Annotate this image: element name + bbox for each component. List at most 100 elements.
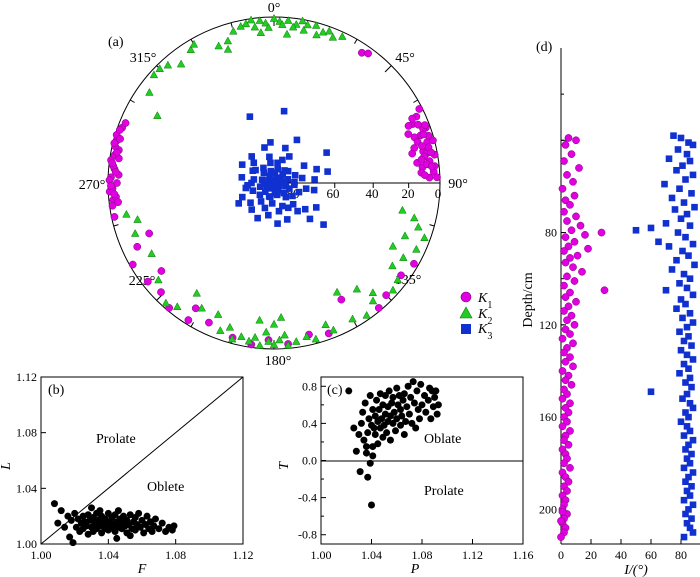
- stereonet-point-k3: [267, 159, 274, 167]
- stereonet-point-k1: [157, 267, 166, 275]
- panel-d-point-square: [682, 409, 689, 416]
- panel-d-point-square: [683, 210, 691, 218]
- panel-d-point-square: [679, 314, 686, 322]
- stereonet-point-k1: [410, 259, 418, 268]
- stereonet-point-k3: [282, 182, 290, 190]
- panel-c-point: [399, 396, 407, 404]
- panel-c-point: [404, 382, 412, 390]
- panel-b-point: [151, 515, 159, 523]
- panel-c-point: [415, 415, 423, 423]
- panel-d-point-square: [673, 256, 680, 264]
- panel-c-point: [362, 449, 370, 457]
- stereonet-point-k3: [286, 153, 293, 160]
- stereonet-point-k2: [368, 296, 378, 305]
- stereonet-point-k2: [414, 222, 423, 231]
- panel-d-point-square: [670, 132, 677, 139]
- panel-d-ytick-label: 120: [539, 318, 557, 332]
- panel-d-point-square: [686, 459, 694, 467]
- panel-b-ylabel: L: [0, 462, 14, 471]
- panel-d-point-circle: [600, 286, 609, 295]
- stereonet-point-k3: [238, 174, 246, 181]
- stereonet-point-k2: [223, 36, 233, 45]
- panel-b-point: [61, 523, 69, 531]
- stereonet-point-k3: [300, 162, 308, 169]
- legend-k1-label: K1: [477, 291, 492, 311]
- panel-d-point-square: [686, 399, 694, 407]
- panel-c-xlabel: P: [410, 562, 420, 577]
- stereonet-point-k3: [274, 189, 281, 196]
- panel-d-point-circle: [557, 533, 565, 541]
- panel-c-point: [383, 429, 391, 437]
- panel-d-point-circle: [569, 339, 577, 348]
- stereonet-point-k2: [399, 253, 408, 261]
- stereonet-point-k2: [303, 20, 312, 29]
- stereonet-point-k1: [110, 213, 119, 221]
- stereonet-point-k3: [291, 178, 298, 186]
- panel-c-point: [397, 405, 405, 413]
- panel-c-point: [361, 399, 369, 407]
- rim-tick: [429, 224, 435, 227]
- panel-c-point: [350, 424, 358, 432]
- panel-c-point: [388, 399, 396, 407]
- panel-d-point-square: [688, 450, 695, 458]
- panel-d-point-square: [685, 441, 692, 449]
- stereonet-point-k2: [410, 213, 419, 222]
- panel-d-point-circle: [558, 507, 567, 516]
- stereonet-point-k3: [268, 200, 276, 207]
- panel-c-point: [359, 408, 367, 416]
- stereonet-point-k3: [262, 188, 269, 195]
- panel-c-point: [393, 384, 401, 392]
- panel-d-point-circle: [561, 376, 570, 385]
- panel-d-point-square: [685, 413, 692, 421]
- panel-c-point: [379, 433, 387, 441]
- panel-a-stereonet: (a) 0° 45° 90° 135° 180° 225° 270° 315° …: [79, 1, 468, 369]
- stereonet-point-k2: [145, 87, 154, 96]
- stereonet-point-k2: [225, 322, 235, 331]
- panel-c-point: [386, 436, 394, 444]
- panel-d-point-square: [679, 162, 686, 169]
- stereonet-point-k3: [275, 207, 283, 215]
- stereonet-point-k1: [107, 181, 115, 190]
- panel-d-depth-profile: 0 20 40 60 80 80 120 160 200 (d) I/(°) Depth/cm: [521, 40, 700, 577]
- stereonet-point-k2: [250, 22, 260, 31]
- stereonet-point-k2: [250, 332, 260, 341]
- panel-c-point: [378, 415, 386, 423]
- stereonet-point-k1: [427, 162, 436, 171]
- panel-d-point-circle: [558, 334, 567, 343]
- stereonet-point-k2: [269, 319, 279, 328]
- stereonet-point-k3: [254, 214, 261, 222]
- panel-c-point: [408, 419, 416, 427]
- panel-d-point-square: [680, 432, 688, 439]
- panel-d-points: [557, 132, 698, 541]
- panel-b-point: [54, 519, 62, 527]
- panel-b-point: [50, 500, 58, 508]
- stereonet-point-k2: [122, 209, 131, 218]
- panel-d-point-square: [688, 515, 695, 522]
- panel-d-point-square: [689, 356, 697, 363]
- panel-c-point: [385, 387, 393, 395]
- panel-d-point-square: [661, 180, 668, 188]
- panel-d-point-square: [674, 229, 682, 236]
- stereonet-point-k3: [320, 221, 327, 228]
- stereonet-point-k2: [332, 287, 342, 296]
- stereonet-point-k3: [266, 153, 273, 161]
- stereonet-point-k2: [312, 30, 321, 39]
- panel-b-xtick-label: 1.08: [165, 548, 186, 562]
- panel-b-point: [96, 507, 104, 515]
- panel-d-point-square: [689, 404, 697, 412]
- panel-b-ticks: 1.00 1.04 1.08 1.12 1.00 1.04 1.08 1.12: [16, 370, 254, 562]
- panel-c-point: [366, 392, 374, 400]
- stereonet-point-k2: [216, 326, 225, 334]
- panel-b-region-oblete: Oblete: [147, 480, 184, 495]
- panel-d-point-square: [677, 296, 685, 303]
- panel-c-point: [373, 396, 381, 404]
- panel-c-ytick-label: -0.8: [298, 528, 317, 542]
- panel-d-point-circle: [564, 134, 573, 142]
- panel-d-point-circle: [567, 380, 576, 389]
- stereonet-point-k1: [420, 171, 429, 179]
- stereonet-point-k3: [285, 204, 292, 212]
- stereonet-point-k2: [197, 303, 206, 312]
- legend-k3-marker: [461, 324, 471, 334]
- stereonet-point-k1: [115, 126, 124, 134]
